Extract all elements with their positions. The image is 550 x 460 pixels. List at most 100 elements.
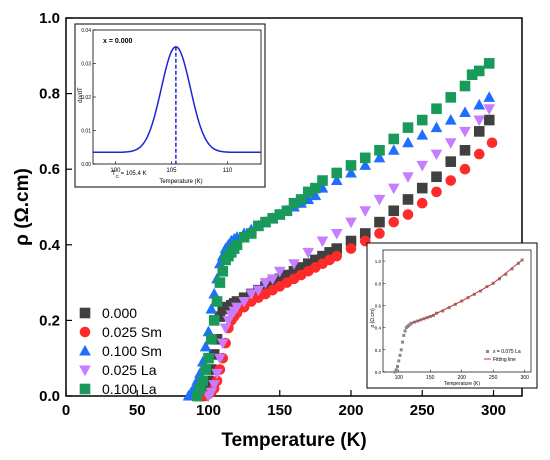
data-point — [260, 216, 271, 228]
derivative-curve — [93, 46, 261, 154]
x-tick-label: 0 — [62, 402, 70, 419]
data-point — [473, 115, 486, 127]
data-point — [245, 289, 258, 301]
data-point — [374, 216, 385, 228]
data-point — [197, 375, 209, 387]
data-point — [345, 217, 357, 229]
y-tick-label: 1.0 — [39, 10, 60, 27]
data-point — [202, 325, 215, 337]
legend-marker — [79, 383, 91, 395]
data-point — [486, 137, 498, 149]
data-point — [430, 149, 443, 161]
fitting-line — [411, 259, 523, 324]
data-point — [330, 228, 343, 240]
x-tick-label: 100 — [196, 402, 221, 419]
data-point — [324, 247, 335, 258]
data-point — [445, 156, 457, 167]
data-point — [214, 353, 226, 365]
data-point — [214, 277, 226, 288]
data-point — [387, 144, 400, 155]
inset-fit-axes — [382, 249, 532, 373]
y-tick-label: 0.8 — [39, 86, 60, 103]
data-point — [402, 194, 414, 205]
data-point — [388, 205, 400, 217]
inset-fit-y-tick-label: 0.4 — [375, 326, 382, 331]
data-point — [231, 239, 243, 251]
x-tick-label: 250 — [410, 402, 435, 419]
data-point — [194, 383, 206, 394]
data-point — [309, 189, 322, 201]
inset-fit-point — [479, 289, 483, 293]
data-point — [402, 209, 414, 220]
data-point — [416, 160, 429, 172]
data-point — [459, 145, 471, 156]
data-point — [473, 65, 485, 77]
data-point — [288, 265, 300, 277]
inset-fit-legend-fit: Fitting line — [493, 357, 516, 363]
y-tick-label: 0.4 — [39, 237, 61, 254]
data-point — [267, 213, 278, 224]
data-point — [459, 163, 471, 175]
data-point — [214, 311, 226, 322]
inset-fit-point — [394, 368, 398, 372]
data-point — [402, 172, 414, 183]
inset-fit-ylabel: ρ (Ω.cm) — [370, 308, 376, 328]
data-point — [445, 92, 457, 103]
data-point — [203, 375, 214, 387]
x-axis-label: Temperature (K) — [221, 430, 366, 451]
data-point — [445, 175, 457, 186]
inset-fit-point — [403, 329, 407, 333]
x-tick-label: 150 — [267, 402, 292, 419]
inset-fit-point — [510, 267, 514, 271]
inset-fit-x-tick-label: 150 — [426, 375, 435, 381]
inset-y-tick-label: 0.02 — [81, 95, 91, 101]
inset-fit-point — [398, 353, 402, 357]
inset-fit-point — [397, 359, 401, 363]
data-point — [388, 133, 400, 145]
data-point — [211, 368, 223, 380]
data-point — [238, 231, 250, 243]
data-point — [459, 80, 471, 92]
data-point — [459, 126, 471, 138]
data-point — [331, 250, 343, 262]
data-point — [214, 257, 226, 269]
data-point — [281, 205, 293, 217]
data-point — [288, 259, 300, 270]
data-point — [310, 182, 321, 194]
legend-label: 0.100 Sm — [102, 343, 162, 359]
data-point — [483, 58, 495, 69]
inset-fit-x-tick-label: 200 — [458, 375, 467, 381]
inset-fit-x-tick-label: 100 — [395, 375, 404, 381]
inset-fit-y-tick-label: 1.0 — [375, 259, 382, 264]
data-point — [206, 364, 217, 375]
inset-fit-point — [504, 272, 508, 276]
data-point — [196, 355, 209, 367]
data-point — [431, 186, 442, 198]
data-point — [200, 383, 211, 394]
y-axis-label: ρ (Ω.cm) — [12, 168, 33, 246]
legend-label: 0.100 La — [102, 381, 157, 397]
inset-fit-point — [402, 333, 406, 337]
data-point — [459, 106, 471, 118]
main-data-points — [182, 58, 498, 403]
data-point — [302, 247, 315, 259]
data-point — [266, 274, 279, 285]
x-tick-label: 50 — [129, 402, 146, 419]
data-point — [205, 302, 218, 314]
data-point — [331, 167, 343, 179]
inset-fit-frame — [366, 242, 538, 389]
data-point — [317, 175, 328, 186]
tc-value: = 105.4 K — [119, 171, 147, 177]
data-point — [416, 182, 428, 194]
data-point — [317, 250, 328, 262]
data-point — [208, 380, 221, 391]
data-point — [466, 69, 478, 80]
legend-marker — [79, 326, 91, 338]
data-point — [483, 104, 496, 115]
data-point — [374, 228, 385, 239]
data-point — [208, 349, 220, 360]
data-point — [402, 122, 414, 133]
data-point — [359, 159, 372, 170]
data-point — [473, 126, 485, 137]
